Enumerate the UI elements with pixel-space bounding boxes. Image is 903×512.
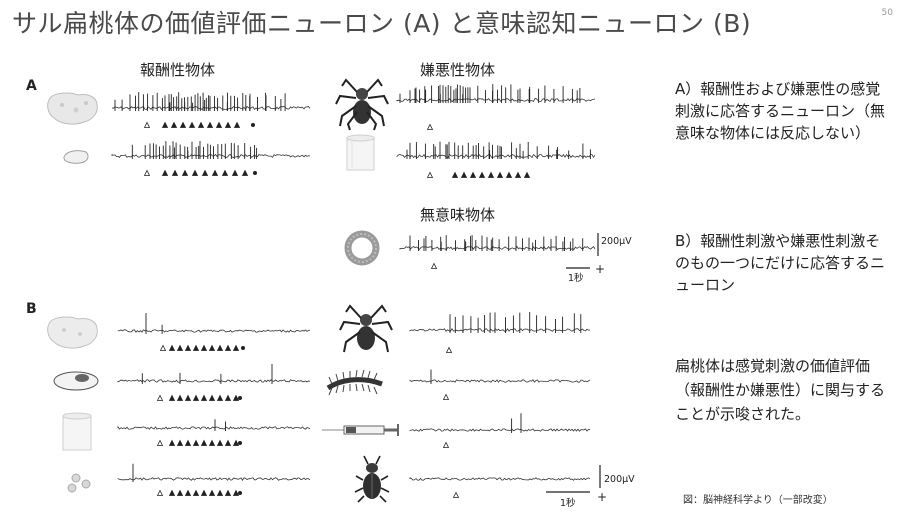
markers-b-beetle — [452, 491, 460, 498]
markers-b-cylinder — [156, 439, 242, 446]
trace-b-egg — [117, 364, 311, 384]
cylinder-icon — [346, 134, 375, 171]
voltage-scale-label-b: 200μV — [604, 474, 635, 485]
cookie-icon — [47, 92, 98, 125]
slide-title: サル扁桃体の価値評価ニューロン (A) と意味認知ニューロン (B) — [12, 9, 752, 38]
markers-a-aversive-2 — [426, 171, 531, 178]
trace-b-beetle — [409, 477, 591, 481]
raisin-icon — [63, 150, 89, 164]
ring-icon — [344, 230, 380, 266]
cookie-icon-b — [47, 316, 98, 349]
reward-object-heading: 報酬性物体 — [140, 61, 216, 79]
spike-traces — [111, 84, 596, 482]
pellets-icon — [67, 473, 91, 493]
voltage-scale-label-a: 200μV — [601, 236, 632, 247]
centipede-icon — [326, 369, 383, 396]
trace-a-reward-1 — [111, 92, 311, 111]
markers-b-centipede — [442, 393, 450, 400]
markers-a-neutral — [430, 262, 438, 269]
egg-icon — [53, 371, 99, 391]
stimulus-markers — [143, 121, 531, 498]
cylinder-icon-b — [62, 412, 92, 451]
conclusion-text: 扁桃体は感覚刺激の価値評価（報酬性か嫌悪性）に関与することが示唆された。 — [675, 357, 886, 423]
markers-b-syringe — [442, 441, 450, 448]
markers-b-cookie — [159, 344, 245, 351]
time-scale-label-b: 1秒 — [560, 498, 576, 509]
trace-b-cylinder — [117, 419, 311, 431]
markers-a-reward-1 — [143, 121, 255, 128]
neutral-object-heading: 無意味物体 — [420, 206, 496, 224]
scale-bar-a — [566, 233, 599, 269]
plus-sign-b: + — [597, 490, 608, 504]
markers-a-reward-2 — [143, 169, 257, 176]
caption-a: A）報酬性および嫌悪性の感覚刺激に応答するニューロン（無意味な物体には反応しない… — [675, 80, 886, 142]
trace-b-cookie — [117, 313, 311, 334]
aversive-object-heading: 嫌悪性物体 — [420, 61, 496, 79]
panel-a-label: A — [26, 78, 37, 94]
trace-b-syringe — [409, 413, 591, 433]
figure-credit: 図：脳神経科学より（一部改変） — [683, 495, 833, 506]
time-scale-label-a: 1秒 — [568, 273, 584, 284]
markers-a-aversive-1 — [426, 123, 434, 130]
caption-b: B）報酬性刺激や嫌悪性刺激そのもの一つにだけに応答するニューロン — [675, 232, 886, 294]
beetle-icon — [354, 455, 390, 503]
trace-b-centipede — [409, 369, 591, 384]
trace-a-aversive-1 — [396, 84, 596, 103]
scale-bar-b — [546, 465, 601, 493]
spider-icon-b — [339, 304, 393, 353]
plus-sign-a: + — [595, 262, 606, 276]
trace-a-neutral — [399, 235, 596, 251]
trace-b-spider — [409, 312, 591, 333]
spider-icon — [335, 78, 389, 131]
markers-b-spider — [445, 346, 453, 353]
panel-b-label: B — [26, 301, 37, 317]
trace-a-reward-2 — [111, 141, 311, 159]
page-number: 50 — [881, 8, 893, 18]
syringe-icon — [322, 424, 399, 436]
trace-a-aversive-2 — [396, 141, 596, 159]
markers-b-egg — [156, 394, 242, 401]
markers-b-pellets — [156, 489, 242, 496]
trace-b-pellets — [117, 463, 311, 482]
